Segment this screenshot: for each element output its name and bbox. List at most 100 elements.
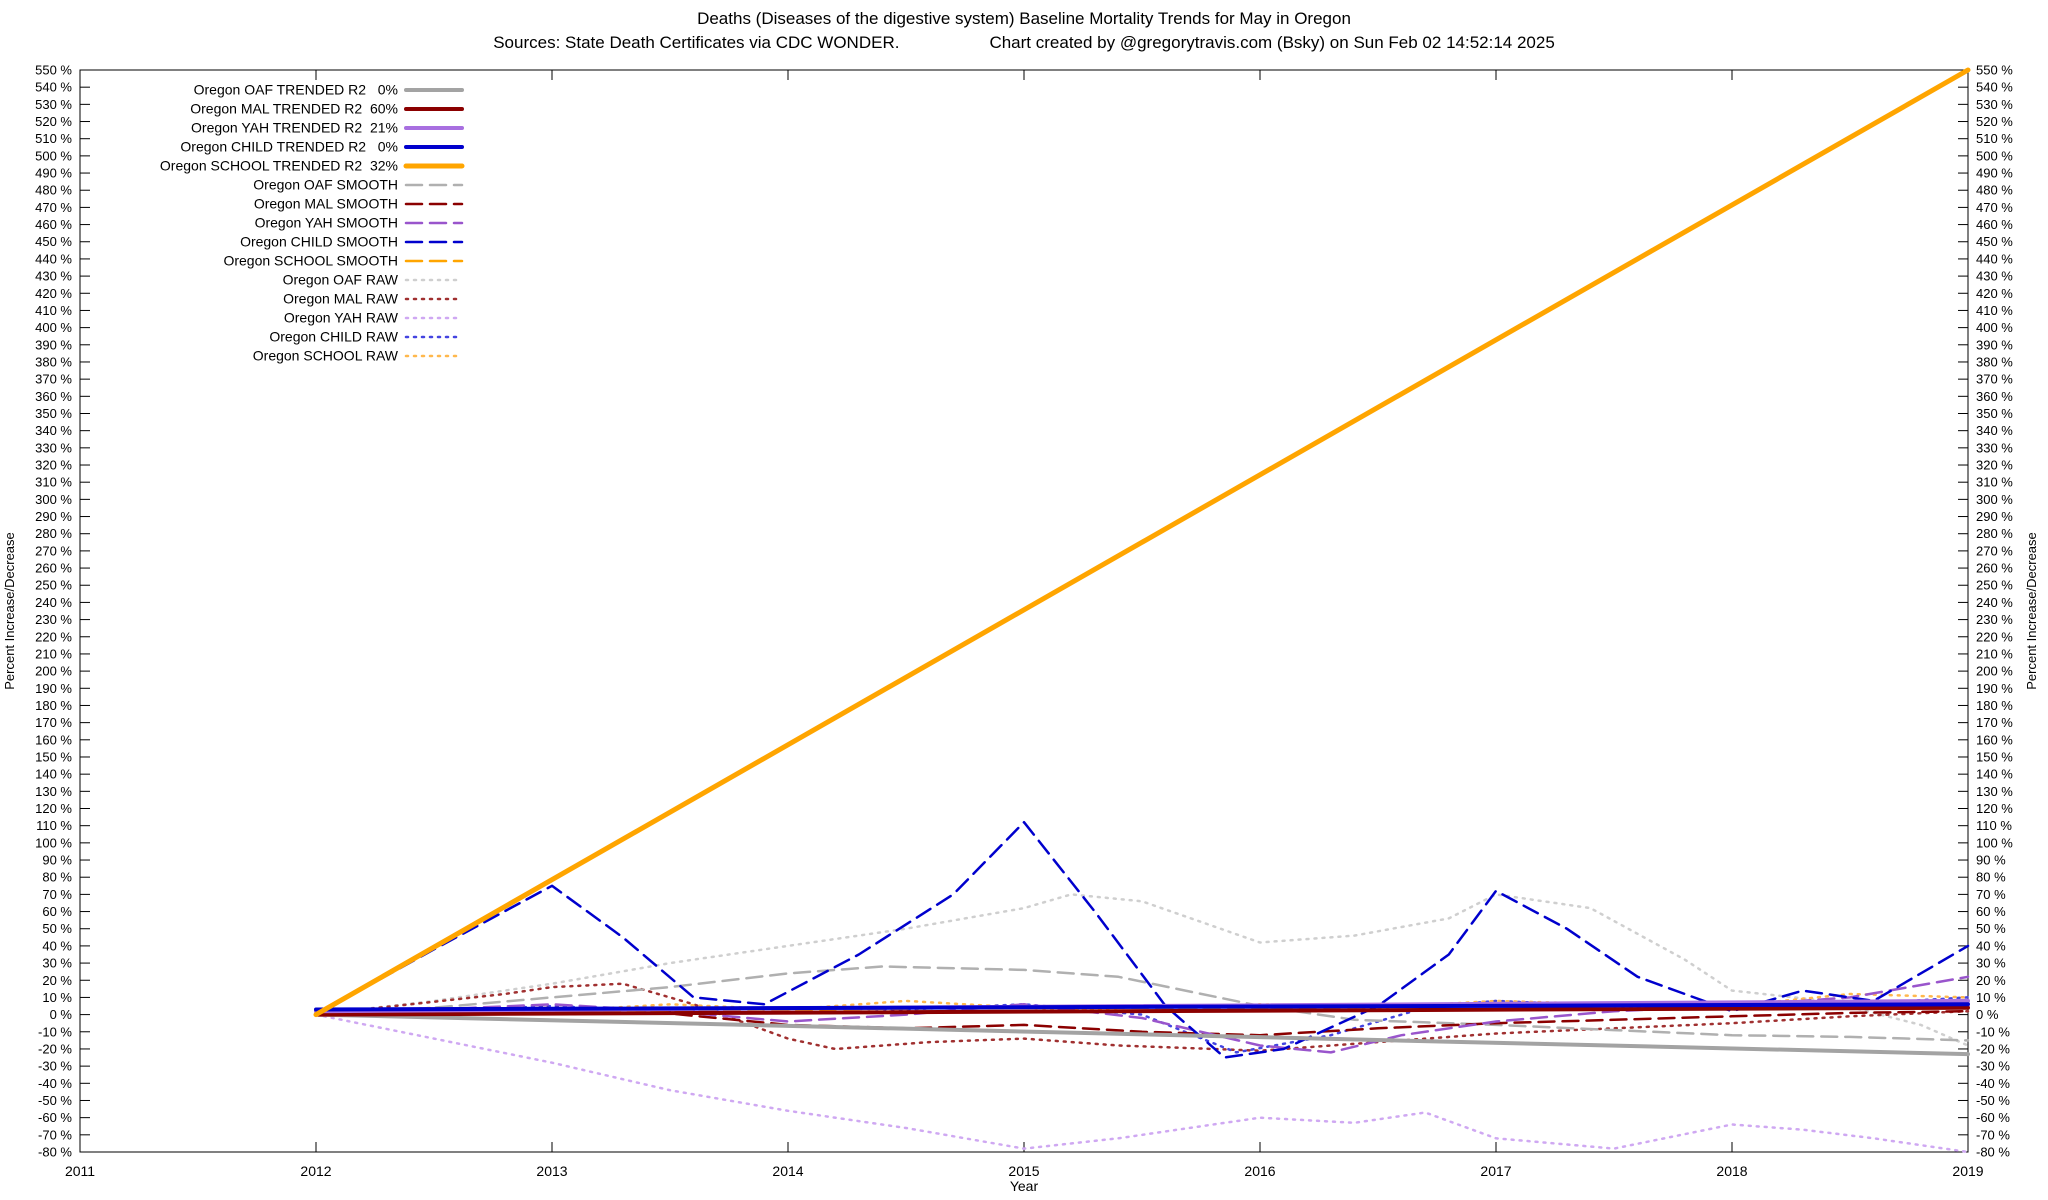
y-tick-label-right: 0 % — [1976, 1007, 1999, 1022]
y-tick-label-right: -60 % — [1976, 1110, 2010, 1125]
y-tick-label-right: -80 % — [1976, 1145, 2010, 1160]
y-tick-label-right: 30 % — [1976, 956, 2006, 971]
y-tick-label-left: 220 % — [35, 629, 72, 644]
y-tick-label-left: 110 % — [36, 818, 72, 833]
y-tick-label-right: 250 % — [1976, 578, 2013, 593]
y-tick-label-right: 440 % — [1976, 251, 2013, 266]
y-tick-label-left: 270 % — [35, 543, 72, 558]
y-tick-label-right: -20 % — [1976, 1041, 2010, 1056]
y-tick-label-left: 350 % — [35, 406, 72, 421]
y-tick-label-left: -70 % — [38, 1127, 72, 1142]
y-tick-label-right: 350 % — [1976, 406, 2013, 421]
x-tick-label: 2014 — [772, 1163, 803, 1179]
y-tick-label-right: 100 % — [1976, 835, 2013, 850]
legend-label-yah-raw: Oregon YAH RAW — [284, 310, 399, 326]
y-tick-label-left: 10 % — [42, 990, 72, 1005]
legend-label-child-raw: Oregon CHILD RAW — [269, 329, 398, 345]
series-line-school-trended — [313, 67, 1971, 1018]
y-tick-label-right: 160 % — [1976, 732, 2013, 747]
y-tick-label-left: 60 % — [42, 904, 72, 919]
y-tick-label-left: 390 % — [35, 337, 72, 352]
y-tick-label-left: 450 % — [35, 234, 72, 249]
legend-label-mal-raw: Oregon MAL RAW — [283, 291, 399, 307]
y-tick-label-left: -20 % — [38, 1041, 72, 1056]
y-tick-label-left: 140 % — [35, 767, 72, 782]
x-axis-label: Year — [1010, 1178, 1039, 1194]
y-tick-label-left: 540 % — [35, 80, 72, 95]
y-tick-label-left: 490 % — [35, 166, 72, 181]
credit-text: Chart created by @gregorytravis.com (Bsk… — [989, 33, 1555, 52]
y-tick-label-left: 120 % — [35, 801, 72, 816]
y-tick-label-left: 340 % — [35, 423, 72, 438]
y-tick-label-right: 520 % — [1976, 114, 2013, 129]
y-tick-label-right: 330 % — [1976, 440, 2013, 455]
y-tick-label-right: 60 % — [1976, 904, 2006, 919]
y-tick-label-right: 110 % — [1976, 818, 2012, 833]
y-tick-label-right: 480 % — [1976, 183, 2013, 198]
y-tick-label-right: 400 % — [1976, 320, 2013, 335]
y-tick-label-left: 510 % — [35, 131, 72, 146]
y-tick-label-right: 510 % — [1976, 131, 2013, 146]
y-tick-label-left: 360 % — [35, 389, 72, 404]
legend-label-mal-smooth: Oregon MAL SMOOTH — [254, 196, 398, 212]
y-tick-label-left: 190 % — [35, 681, 72, 696]
y-tick-label-right: 260 % — [1976, 561, 2013, 576]
y-tick-label-left: 130 % — [35, 784, 72, 799]
y-axis-label-left: Percent Increase/Decrease — [2, 532, 17, 690]
series-line-child-smooth — [314, 820, 1970, 1059]
y-tick-label-right: 40 % — [1976, 938, 2006, 953]
y-tick-label-left: 260 % — [35, 561, 72, 576]
y-tick-label-left: 170 % — [35, 715, 72, 730]
y-tick-label-left: 240 % — [35, 595, 72, 610]
y-tick-label-left: 70 % — [42, 887, 72, 902]
y-tick-label-left: -30 % — [38, 1059, 72, 1074]
series-line-oaf-raw — [314, 893, 1970, 1047]
subtitle: Sources: State Death Certificates via CD… — [0, 33, 2048, 53]
x-tick-label: 2018 — [1716, 1163, 1747, 1179]
y-tick-label-right: 90 % — [1976, 853, 2006, 868]
y-tick-label-left: 40 % — [42, 938, 72, 953]
y-tick-label-left: 200 % — [35, 664, 72, 679]
x-tick-label: 2011 — [65, 1163, 95, 1179]
legend-label-school-trended: Oregon SCHOOL TRENDED R2 32% — [160, 158, 398, 174]
y-tick-label-right: 220 % — [1976, 629, 2013, 644]
legend-label-oaf-smooth: Oregon OAF SMOOTH — [253, 177, 398, 193]
series-line-oaf-trended — [314, 1012, 1970, 1057]
y-tick-label-left: 370 % — [35, 372, 72, 387]
y-tick-label-left: 160 % — [35, 732, 72, 747]
legend-label-child-smooth: Oregon CHILD SMOOTH — [240, 234, 398, 250]
y-tick-label-right: 360 % — [1976, 389, 2013, 404]
y-tick-label-left: 330 % — [35, 440, 72, 455]
y-tick-label-right: -40 % — [1976, 1076, 2010, 1091]
y-tick-label-left: -50 % — [38, 1093, 72, 1108]
y-tick-label-right: 10 % — [1976, 990, 2006, 1005]
y-tick-label-right: 150 % — [1976, 749, 2013, 764]
y-tick-label-left: 310 % — [35, 475, 72, 490]
y-tick-label-left: 30 % — [42, 956, 72, 971]
y-tick-label-left: 530 % — [35, 97, 72, 112]
x-tick-label: 2012 — [300, 1163, 331, 1179]
y-tick-label-left: 0 % — [50, 1007, 73, 1022]
y-tick-label-right: 210 % — [1976, 646, 2013, 661]
y-tick-label-right: 290 % — [1976, 509, 2013, 524]
y-tick-label-right: 140 % — [1976, 767, 2013, 782]
y-tick-label-right: 340 % — [1976, 423, 2013, 438]
y-tick-label-left: 410 % — [35, 303, 72, 318]
y-tick-label-left: 230 % — [35, 612, 72, 627]
y-tick-label-right: 200 % — [1976, 664, 2013, 679]
y-tick-label-left: 90 % — [42, 853, 72, 868]
y-tick-label-right: 500 % — [1976, 148, 2013, 163]
x-tick-label: 2013 — [536, 1163, 567, 1179]
series-line-child-trended — [314, 1002, 1970, 1012]
y-tick-label-left: 250 % — [35, 578, 72, 593]
y-tick-label-right: 470 % — [1976, 200, 2013, 215]
y-tick-label-right: 320 % — [1976, 458, 2013, 473]
page-title: Deaths (Diseases of the digestive system… — [697, 9, 1351, 28]
y-tick-label-left: 400 % — [35, 320, 72, 335]
y-tick-label-left: 520 % — [35, 114, 72, 129]
y-tick-label-right: 50 % — [1976, 921, 2006, 936]
y-tick-label-right: 530 % — [1976, 97, 2013, 112]
legend-label-mal-trended: Oregon MAL TRENDED R2 60% — [190, 101, 398, 117]
series-line-mal-raw — [314, 982, 1970, 1052]
